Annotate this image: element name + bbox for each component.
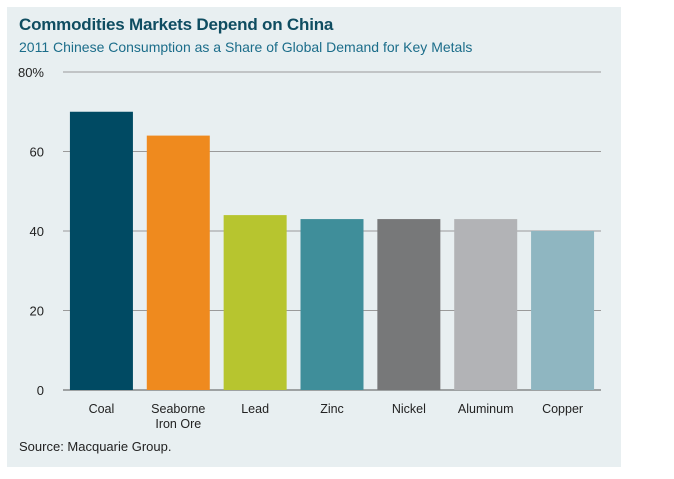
bar [146,135,210,390]
chart-subtitle: 2011 Chinese Consumption as a Share of G… [19,39,473,55]
chart-source: Source: Macquarie Group. [19,439,172,454]
x-category-label: Zinc [320,402,344,416]
y-tick-label: 20 [30,304,44,319]
y-tick-label: 40 [30,224,44,239]
bar [300,219,364,390]
y-tick-label: 80% [18,65,44,80]
x-axis-categories: Coal Seaborne Iron Ore Lead Zinc Nickel Alumin… [89,402,584,431]
y-tick-label: 0 [37,383,44,398]
bar [69,111,133,390]
y-tick-label: 60 [30,145,44,160]
x-category-label: Lead [241,402,269,416]
bars [69,111,595,390]
bar [377,219,441,390]
x-category-label: Copper [542,402,583,416]
bar [223,215,287,390]
x-category-label: Nickel [392,402,426,416]
x-category-label: Seaborne Iron Ore [151,402,205,431]
y-axis-ticks: 80% 60 40 20 0 [18,65,44,398]
chart-title: Commodities Markets Depend on China [19,15,334,34]
x-category-label: Aluminum [458,402,514,416]
bar [454,219,518,390]
x-category-label: Coal [89,402,115,416]
bar [531,231,595,390]
